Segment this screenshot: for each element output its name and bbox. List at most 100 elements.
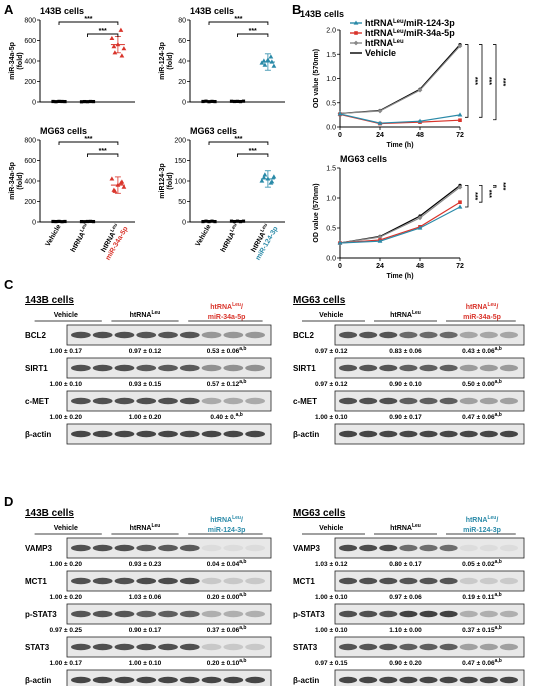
blot-label-cmet: c-MET (293, 397, 317, 406)
blot-band (339, 610, 358, 618)
y-tick-label: 60 (178, 38, 186, 45)
blot-band (136, 544, 157, 552)
blot-band (223, 676, 244, 684)
group-label-htrna: htRNALeu (390, 310, 421, 319)
sig-stars: *** (485, 77, 492, 85)
legend-label: Vehicle (365, 48, 396, 58)
sig-stars: *** (249, 28, 257, 35)
blot-band (179, 397, 200, 405)
blot-band (419, 610, 438, 618)
blot-band (201, 544, 222, 552)
series-point (457, 184, 463, 190)
sig-bracket (237, 153, 269, 157)
blot-band (499, 610, 518, 618)
y-tick-label: 40 (178, 59, 186, 66)
y-tick-label: 600 (24, 158, 36, 165)
sig-stars: *** (84, 16, 92, 23)
y-tick-label: 800 (24, 138, 36, 145)
dotplot-ylabel: miR-34a-5p(fold) (9, 162, 24, 200)
series-point (417, 118, 423, 123)
y-tick-label: 50 (178, 199, 186, 206)
quant-value: 0.97 ± 0.25 (50, 627, 83, 634)
blot-label-bcl2: BCL2 (293, 331, 314, 340)
series-line (339, 113, 461, 124)
blot-band (136, 610, 157, 618)
blot-band (479, 610, 498, 618)
blot-band (179, 544, 200, 552)
quant-value: 0.97 ± 0.15 (315, 660, 348, 667)
sig-stars: *** (471, 77, 478, 85)
blot-band (399, 544, 418, 552)
blot-band (439, 397, 458, 405)
blot-band (399, 676, 418, 684)
quant-value: 0.20 ± 0.00a,b (207, 592, 247, 601)
blot-band (245, 577, 265, 585)
sig-bracket (479, 185, 483, 203)
x-cat-label: Vehicle (195, 223, 213, 247)
blot-band (136, 577, 157, 585)
series-point (377, 238, 383, 243)
sig-bracket (493, 44, 497, 121)
blot-band (92, 397, 113, 405)
data-point (261, 175, 267, 180)
group-label-htrna: htRNALeu (130, 310, 161, 319)
blot-band (499, 577, 518, 585)
panel-letter-a: A (4, 2, 14, 17)
blot-band (439, 577, 458, 585)
blot-band (399, 643, 418, 651)
blot-band (201, 577, 222, 585)
sig-stars: *** (471, 192, 478, 200)
quant-value: 0.97 ± 0.12 (129, 348, 162, 355)
blot-band (136, 364, 157, 372)
y-tick-label: 0.0 (326, 125, 336, 132)
y-tick-label: 2.0 (326, 28, 336, 35)
blot-band (439, 544, 458, 552)
linechart-ylabel: OD value (570nm) (313, 183, 320, 242)
blot-band (439, 430, 458, 438)
x-cat-label: htRNALeu (68, 223, 91, 254)
blot-band (179, 430, 200, 438)
data-point (119, 53, 125, 58)
linechart-title: MG63 cells (340, 154, 387, 164)
series-point (458, 118, 462, 123)
blot-band (158, 643, 178, 651)
blot-band (158, 364, 178, 372)
blot-band (359, 544, 378, 552)
blot-band (179, 577, 200, 585)
blot-label-actin: β-actin (25, 430, 51, 439)
linechart-xlabel: Time (h) (386, 142, 413, 149)
dotplot-title: 143B cells (190, 6, 234, 16)
blot-band (179, 610, 200, 618)
x-tick-label: 72 (456, 132, 464, 139)
blot-band (399, 430, 418, 438)
blot-label-bcl2: BCL2 (25, 331, 46, 340)
blot-band (245, 544, 265, 552)
data-point (271, 174, 277, 179)
data-point (118, 27, 124, 32)
dotplot-ylabel: miR-124-3p(fold) (159, 42, 174, 80)
dotplot-4: MG63 cells miR124-3p(fold) 0 50 100 150 200 ***… (159, 126, 285, 262)
quant-value: 0.57 ± 0.12a,b (207, 379, 247, 388)
series-line (339, 186, 461, 244)
sig-bracket (87, 153, 119, 157)
blot-label-cmet: c-MET (25, 397, 49, 406)
dotplot-2: 143B cells miR-124-3p(fold) 0 20 40 60 80 *** **… (159, 6, 285, 107)
quant-value: 1.00 ± 0.20 (129, 414, 162, 421)
blot-band (419, 577, 438, 585)
blot-band (158, 544, 178, 552)
blot-band (114, 577, 135, 585)
sig-stars: *** (249, 148, 257, 155)
quant-value: 0.53 ± 0.06a,b (207, 346, 247, 355)
series-point (457, 43, 463, 49)
sig-stars: *** (99, 28, 107, 35)
quant-value: 0.93 ± 0.15 (129, 381, 162, 388)
sig-bracket (237, 33, 269, 37)
y-tick-label: 400 (24, 59, 36, 66)
blot-title: 143B cells (25, 295, 74, 306)
group-label-mirna: htRNALeu/ (210, 302, 243, 311)
x-tick-label: 48 (416, 132, 424, 139)
quant-value: 0.47 ± 0.06a,b (462, 658, 502, 667)
blot-band (499, 364, 518, 372)
blot-band (399, 610, 418, 618)
quant-value: 1.00 ± 0.17 (50, 348, 83, 355)
